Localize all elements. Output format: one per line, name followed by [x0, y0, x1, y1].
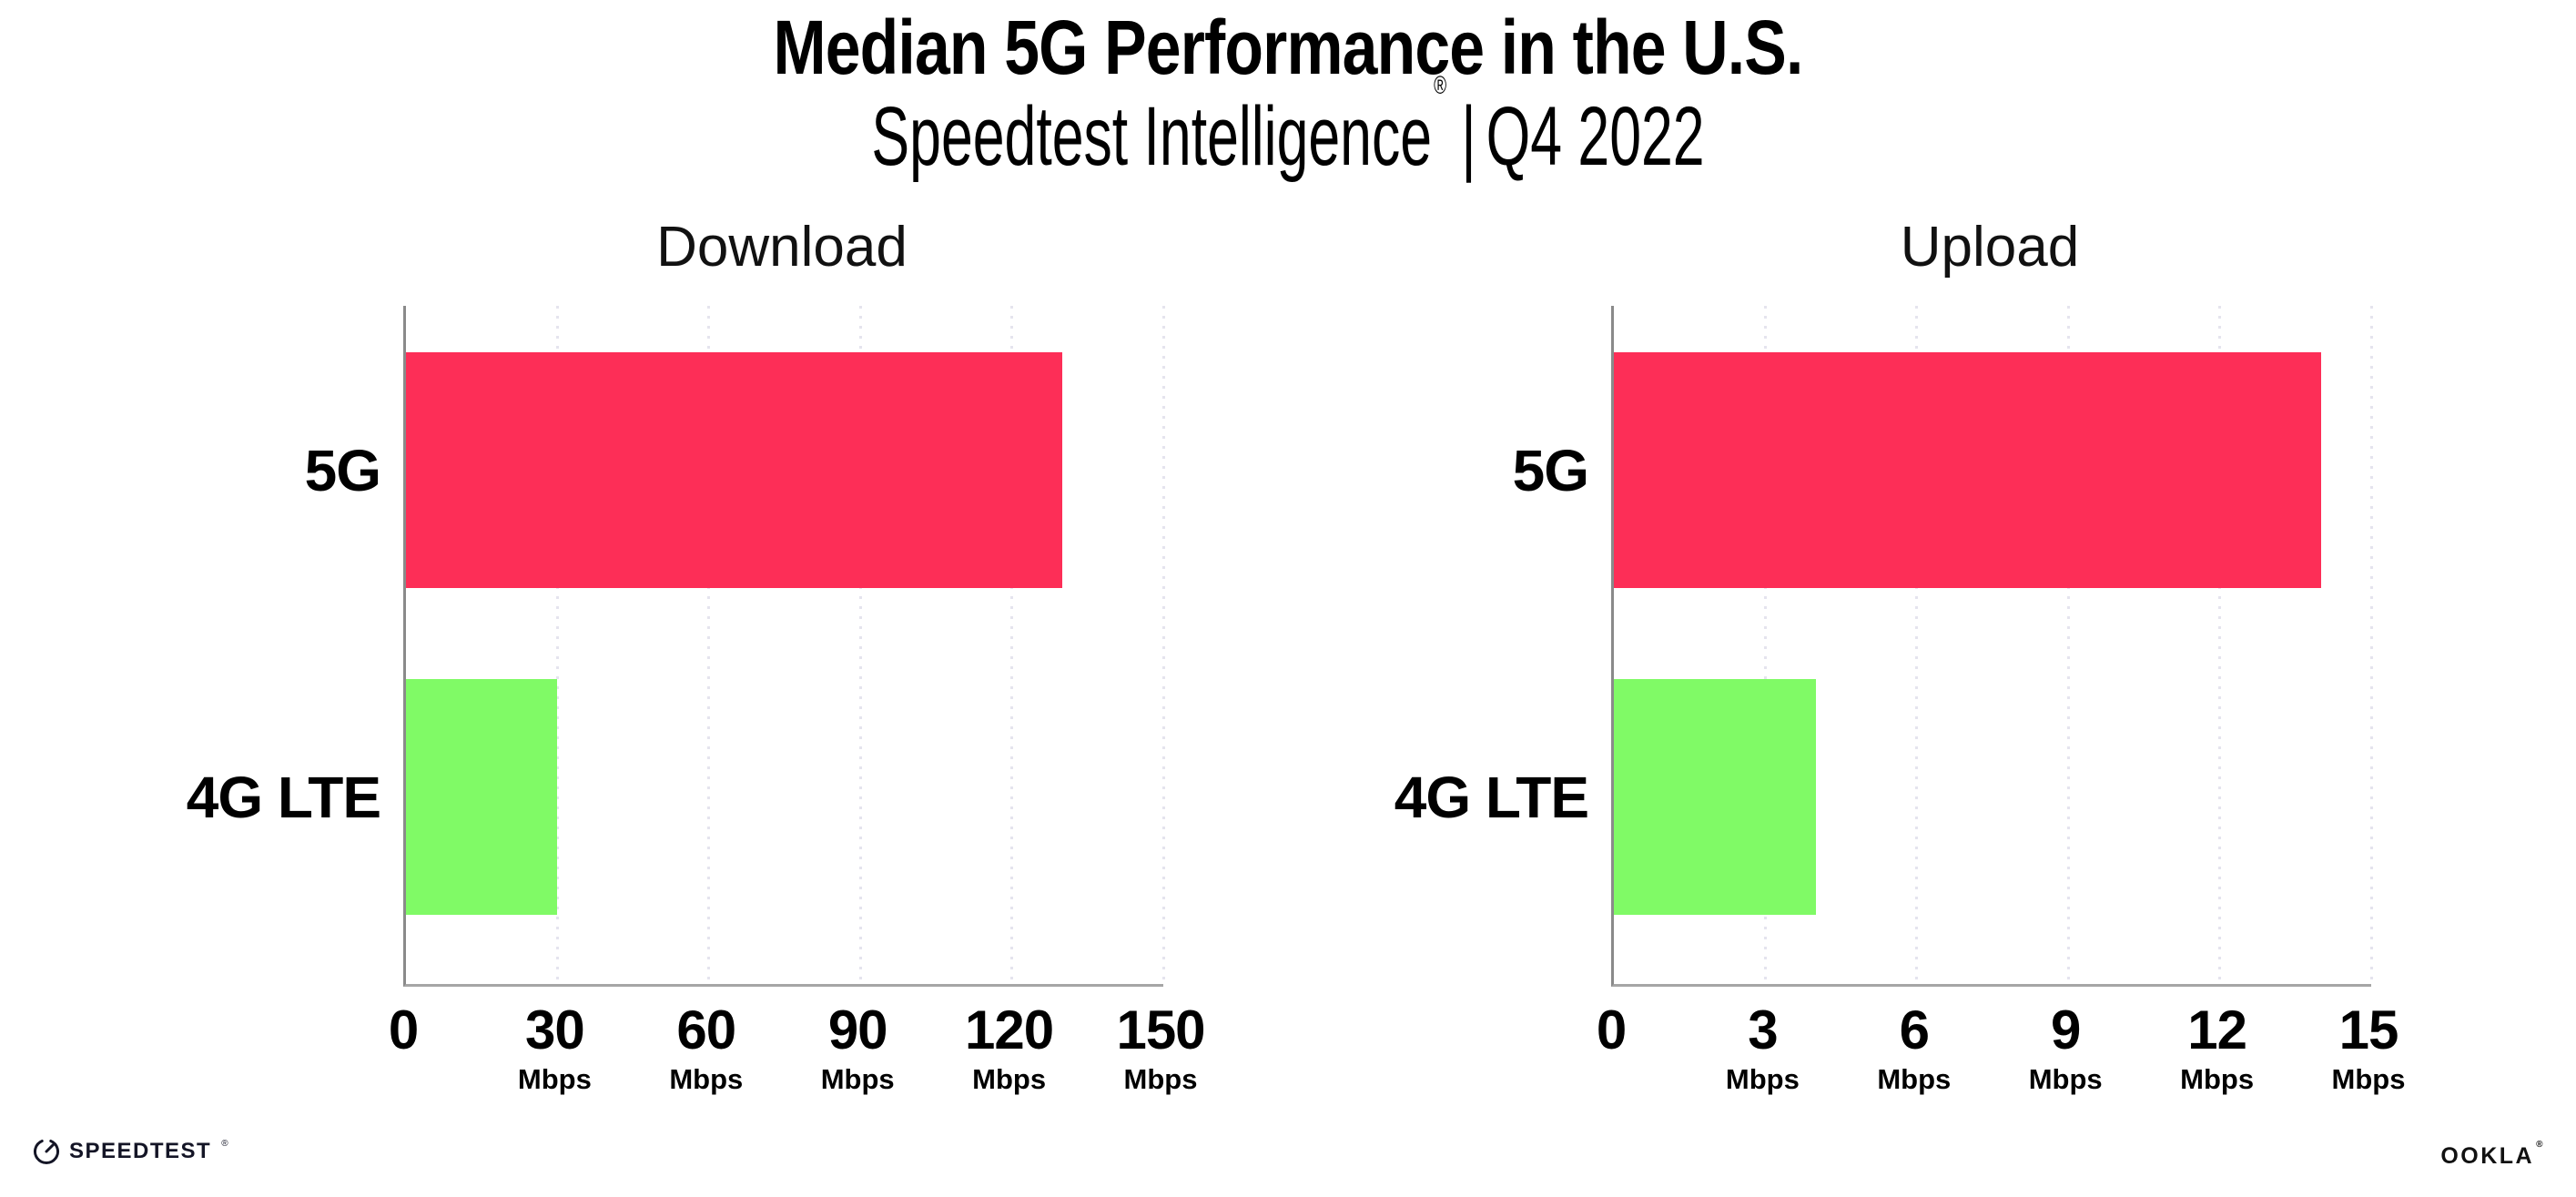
gridline [555, 306, 559, 984]
x-tick-9: 9 Mbps [2029, 1003, 2103, 1095]
x-tick-unit: Mbps [1725, 1063, 1800, 1095]
x-tick-unit: Mbps [517, 1063, 592, 1095]
registered-trademark-icon: ® [1434, 71, 1447, 100]
upload-chart-title: Upload [1900, 216, 2080, 279]
x-tick-unit: Mbps [2028, 1063, 2103, 1095]
x-tick-60: 60 Mbps [669, 1003, 743, 1095]
x-tick-unit: Mbps [2180, 1063, 2255, 1095]
gridline [1763, 306, 1767, 984]
x-tick-unit: Mbps [972, 1063, 1047, 1095]
x-tick-15: 15 Mbps [2332, 1003, 2406, 1095]
subtitle-period: Q4 2022 [1486, 90, 1705, 183]
category-label-5g: 5G [1512, 437, 1589, 503]
x-tick-value: 90 [827, 999, 888, 1060]
subtitle-brand: Speedtest Intelligence [871, 90, 1433, 183]
x-tick-0: 0 [1596, 999, 1627, 1060]
gridline [858, 306, 862, 984]
download-category-axis: 5G 4G LTE [91, 306, 381, 984]
download-chart: Download 5G 4G LTE 0 30 Mbps 60 Mbps 90 Mbps 120… [0, 209, 1288, 1197]
x-tick-unit: Mbps [669, 1063, 744, 1095]
x-tick-90: 90 Mbps [821, 1003, 895, 1095]
page-title: Median 5G Performance in the U.S. [773, 5, 1803, 90]
x-tick-value: 0 [388, 999, 419, 1060]
gridline [1915, 306, 1919, 984]
x-tick-12: 12 Mbps [2180, 1003, 2254, 1095]
category-label-4g-lte: 4G LTE [186, 764, 381, 830]
category-label-5g: 5G [304, 437, 381, 503]
x-tick-value: 12 [2187, 999, 2247, 1060]
x-tick-value: 0 [1596, 999, 1627, 1060]
bar-4g-lte [406, 679, 558, 915]
x-tick-value: 120 [965, 999, 1054, 1060]
x-tick-value: 30 [525, 999, 585, 1060]
speedtest-registered-icon: ® [221, 1138, 228, 1149]
upload-category-axis: 5G 4G LTE [1299, 306, 1589, 984]
x-tick-value: 150 [1116, 999, 1205, 1060]
download-plot-area [403, 306, 1165, 987]
upload-chart: Upload 5G 4G LTE 0 3 Mbps 6 Mbps 9 Mbps 12 Mbps 15… [1208, 209, 2496, 1197]
x-tick-unit: Mbps [1877, 1063, 1952, 1095]
x-tick-150: 150 Mbps [1116, 999, 1205, 1095]
bar-5g [406, 352, 1063, 588]
x-tick-30: 30 Mbps [518, 1003, 592, 1095]
x-tick-value: 15 [2338, 999, 2399, 1060]
speedtest-wordmark: SPEEDTEST [69, 1139, 212, 1163]
upload-x-axis: 0 3 Mbps 6 Mbps 9 Mbps 12 Mbps 15 Mbps [1597, 1003, 2406, 1158]
bar-5g [1614, 352, 2321, 588]
x-tick-unit: Mbps [820, 1063, 895, 1095]
gridline [707, 306, 711, 984]
upload-plot-area [1611, 306, 2373, 987]
ookla-registered-icon: ® [2536, 1139, 2545, 1150]
gauge-icon [34, 1139, 59, 1164]
gridline [1010, 306, 1014, 984]
category-label-4g-lte: 4G LTE [1394, 764, 1589, 830]
x-tick-unit: Mbps [2331, 1063, 2406, 1095]
x-tick-value: 9 [2051, 999, 2081, 1060]
download-x-axis: 0 30 Mbps 60 Mbps 90 Mbps 120 Mbps 150 Mbps [389, 999, 1206, 1158]
gridline [2218, 306, 2222, 984]
x-tick-3: 3 Mbps [1726, 1003, 1800, 1095]
x-tick-value: 3 [1748, 999, 1778, 1060]
gridline [1161, 306, 1165, 984]
ookla-logo: OOKLA ® [2440, 1139, 2545, 1170]
ookla-wordmark: OOKLA [2440, 1143, 2535, 1169]
x-tick-value: 6 [1899, 999, 1930, 1060]
subtitle-divider: | [1461, 90, 1476, 183]
gridline [2369, 306, 2373, 984]
x-tick-6: 6 Mbps [1877, 1003, 1951, 1095]
gridline [2066, 306, 2070, 984]
x-tick-120: 120 Mbps [965, 999, 1054, 1095]
x-tick-0: 0 [388, 999, 419, 1060]
download-chart-title: Download [656, 216, 908, 279]
speedtest-logo: SPEEDTEST ® [33, 1138, 228, 1165]
x-tick-unit: Mbps [1123, 1063, 1198, 1095]
bar-4g-lte [1614, 679, 1816, 915]
page-subtitle: Speedtest Intelligence® | Q4 2022 [412, 71, 2164, 185]
x-tick-value: 60 [676, 999, 736, 1060]
